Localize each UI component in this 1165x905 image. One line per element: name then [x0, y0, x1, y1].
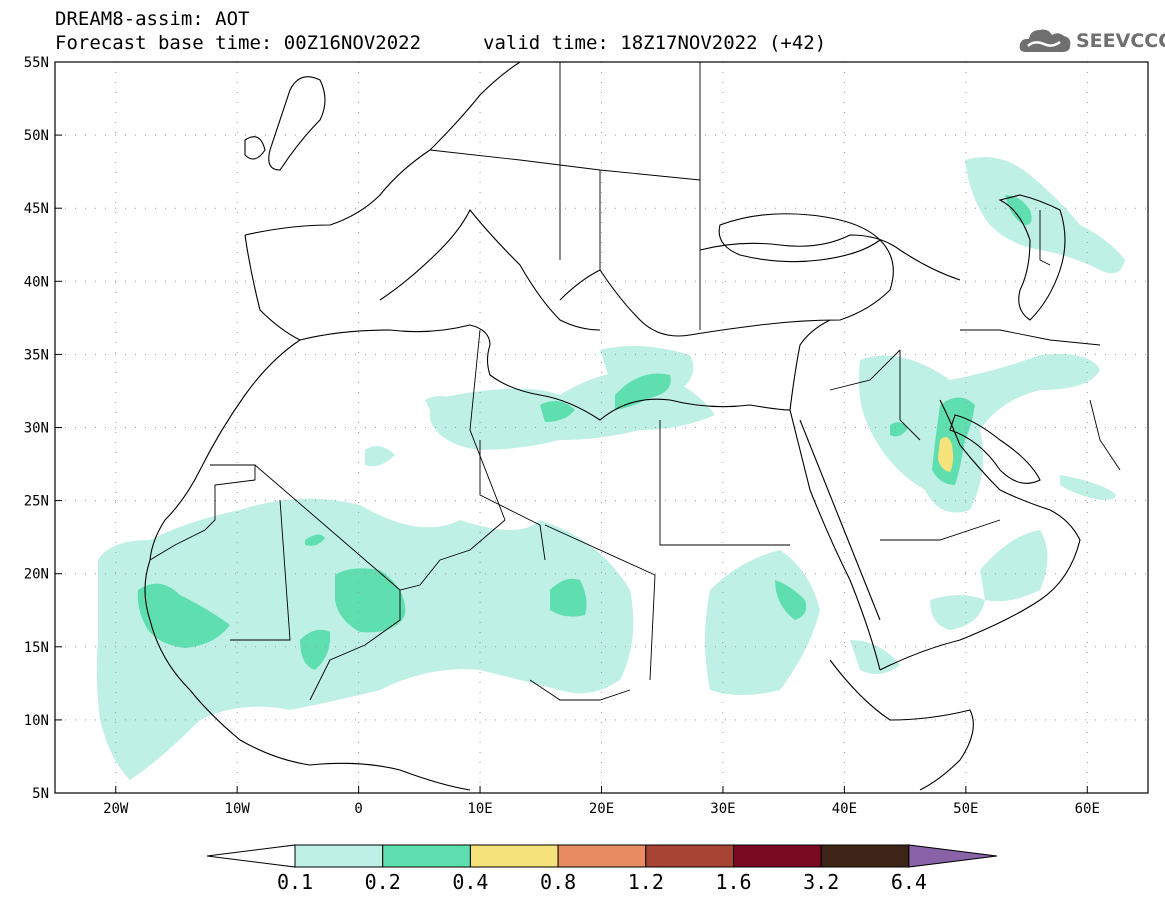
colorbar-label: 0.1: [277, 870, 313, 894]
colorbar-legend: 0.1 0.2 0.4 0.8 1.2 1.6 3.2 6.4: [206, 844, 997, 894]
forecast-base-time: Forecast base time: 00Z16NOV2022: [55, 32, 422, 54]
lat-label: 45N: [24, 201, 49, 217]
cloud-icon: [1019, 29, 1071, 52]
logo-text: SEEVCCC: [1076, 30, 1165, 52]
map-title: DREAM8-assim: AOT: [55, 8, 250, 30]
valid-time: valid time: 18Z17NOV2022 (+42): [483, 32, 827, 54]
latitude-axis: 55N 50N 45N 40N 35N 30N 25N 20N 15N 10N 5N: [24, 55, 62, 802]
lon-label: 0: [354, 801, 362, 817]
colorbar-box: [557, 844, 647, 868]
colorbar-box: [733, 844, 822, 868]
lon-label: 20W: [103, 801, 129, 817]
lat-label: 35N: [24, 347, 49, 363]
colorbar-extend-low: [206, 844, 296, 868]
colorbar-label: 0.8: [540, 870, 576, 894]
aot-shading-high: [938, 436, 954, 472]
colorbar-box: [469, 844, 559, 868]
lat-label: 5N: [32, 786, 49, 802]
colorbar-label: 1.2: [628, 870, 664, 894]
colorbar-label: 0.2: [365, 870, 401, 894]
colorbar-label: 6.4: [891, 870, 927, 894]
colorbar-box: [382, 844, 471, 868]
coastlines: [144, 62, 1081, 791]
lon-label: 10E: [467, 801, 492, 817]
lat-label: 20N: [24, 567, 49, 583]
lat-label: 55N: [24, 55, 49, 71]
lon-label: 10W: [225, 801, 251, 817]
colorbar-label: 1.6: [715, 870, 751, 894]
colorbar-label: 0.4: [452, 870, 488, 894]
lat-label: 15N: [24, 640, 49, 656]
lat-label: 25N: [24, 494, 49, 510]
aot-shading-mid: [137, 195, 1032, 670]
lat-label: 10N: [24, 713, 49, 729]
colorbar-extend-high: [908, 844, 997, 868]
aot-shading-low: [96, 157, 1125, 780]
lon-label: 20E: [589, 801, 614, 817]
colorbar-box: [820, 844, 910, 868]
lat-label: 50N: [24, 128, 49, 144]
lat-label: 40N: [24, 274, 49, 290]
lon-label: 60E: [1075, 801, 1100, 817]
seevccc-logo: SEEVCCC: [1018, 22, 1165, 58]
graticule: [55, 62, 1148, 793]
colorbar-label: 3.2: [803, 870, 839, 894]
lon-label: 30E: [710, 801, 735, 817]
country-borders: [149, 62, 1121, 701]
colorbar-box: [294, 844, 384, 868]
lon-label: 50E: [953, 801, 978, 817]
longitude-axis: 20W 10W 0 10E 20E 30E 40E 50E 60E: [103, 786, 1100, 817]
lon-label: 40E: [832, 801, 857, 817]
lat-label: 30N: [24, 421, 49, 437]
colorbar-box: [645, 844, 734, 868]
